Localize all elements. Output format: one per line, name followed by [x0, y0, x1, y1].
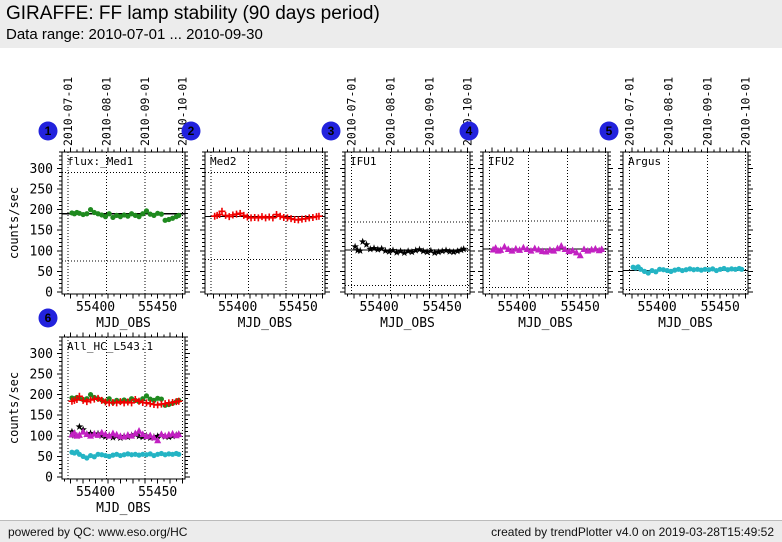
- series-argus: [630, 264, 745, 276]
- date-label: 2010-07-01: [61, 77, 75, 146]
- date-label: 2010-07-01: [622, 77, 636, 146]
- footer-created-by: created by trendPlotter v4.0 on 2019-03-…: [491, 524, 774, 539]
- x-tick-label: 55450: [138, 485, 177, 500]
- threshold-lines: [62, 172, 185, 262]
- panel-label: flux:_Med1: [67, 155, 133, 168]
- y-tick-label: 150: [30, 224, 53, 239]
- y-tick-label: 250: [30, 368, 53, 383]
- svg-text:4: 4: [466, 124, 473, 138]
- x-tick-label: 55400: [360, 300, 399, 315]
- series-argus: [69, 449, 182, 461]
- x-tick-label: 55400: [76, 485, 115, 500]
- date-label: 2010-07-01: [344, 77, 358, 146]
- x-tick-label: 55400: [76, 300, 115, 315]
- x-axis-label: MJD_OBS: [96, 501, 151, 516]
- panel-label: All_HC_L543.1: [67, 340, 153, 353]
- footer: powered by QC: www.eso.org/HC created by…: [0, 520, 782, 542]
- y-axis-label: counts/sec: [7, 372, 21, 444]
- date-label: 2010-08-01: [661, 77, 675, 146]
- x-axis-label: MJD_OBS: [380, 316, 435, 331]
- svg-text:2: 2: [188, 124, 195, 138]
- y-tick-label: 0: [45, 470, 53, 485]
- date-label: 2010-10-01: [738, 77, 752, 146]
- svg-text:5: 5: [606, 124, 613, 138]
- x-tick-label: 55450: [138, 300, 177, 315]
- plot-number-badge: 2: [181, 121, 201, 141]
- series-ifu2: [68, 427, 183, 444]
- panel-label: Argus: [628, 155, 661, 168]
- threshold-lines: [205, 172, 325, 260]
- x-tick-label: 55450: [561, 300, 600, 315]
- y-tick-label: 100: [30, 429, 53, 444]
- y-tick-label: 250: [30, 183, 53, 198]
- y-tick-label: 150: [30, 409, 53, 424]
- y-tick-label: 300: [30, 347, 53, 362]
- x-axis-label: MJD_OBS: [96, 316, 151, 331]
- x-axis-label: MJD_OBS: [518, 316, 573, 331]
- panel-label: IFU1: [350, 155, 377, 168]
- series-ifu1: [351, 237, 468, 257]
- date-label: 2010-09-01: [423, 77, 437, 146]
- x-tick-label: 55400: [638, 300, 677, 315]
- date-label: 2010-08-01: [383, 77, 397, 146]
- y-tick-label: 300: [30, 162, 53, 177]
- x-tick-label: 55400: [218, 300, 257, 315]
- footer-powered-by: powered by QC: www.eso.org/HC: [8, 524, 188, 539]
- x-tick-label: 55450: [423, 300, 462, 315]
- y-axis-label: counts/sec: [7, 187, 21, 259]
- axis-ticks: [340, 147, 475, 299]
- date-range: Data range: 2010-07-01 ... 2010-09-30: [6, 26, 263, 43]
- y-tick-label: 200: [30, 388, 53, 403]
- axis-ticks: [478, 147, 613, 299]
- series-med2: [211, 207, 323, 224]
- date-label: 2010-08-01: [100, 77, 114, 146]
- page-title: GIRAFFE: FF lamp stability (90 days peri…: [6, 3, 380, 24]
- plot-number-badge: 1: [38, 121, 58, 141]
- series-med1: [69, 207, 182, 223]
- x-tick-label: 55450: [701, 300, 740, 315]
- y-tick-label: 0: [45, 285, 53, 300]
- axis-ticks: [200, 147, 330, 299]
- axis-ticks: [57, 147, 190, 299]
- date-label: 2010-09-01: [138, 77, 152, 146]
- y-tick-label: 200: [30, 203, 53, 218]
- svg-text:6: 6: [45, 311, 52, 325]
- plot-area: flux:_Med1 55400 55450 MJD_OBS 0 50 100 150 200 2…: [0, 48, 782, 520]
- series-med2: [68, 392, 183, 409]
- plot-number-badge: 4: [459, 121, 479, 141]
- date-label: 2010-09-01: [701, 77, 715, 146]
- plot-number-badge: 6: [38, 308, 58, 328]
- svg-text:3: 3: [328, 124, 335, 138]
- x-tick-label: 55450: [279, 300, 318, 315]
- y-tick-label: 50: [37, 265, 53, 280]
- series-ifu2: [489, 242, 606, 259]
- x-tick-label: 55400: [498, 300, 537, 315]
- plot-number-badge: 5: [599, 121, 619, 141]
- plot-number-badge: 3: [321, 121, 341, 141]
- axis-ticks: [57, 332, 190, 484]
- x-axis-label: MJD_OBS: [658, 316, 713, 331]
- y-tick-label: 100: [30, 244, 53, 259]
- panel-label: IFU2: [488, 155, 515, 168]
- axis-ticks: [618, 147, 753, 299]
- y-tick-label: 50: [37, 450, 53, 465]
- panel-label: Med2: [210, 155, 237, 168]
- x-axis-label: MJD_OBS: [238, 316, 293, 331]
- svg-text:1: 1: [45, 124, 52, 138]
- header: GIRAFFE: FF lamp stability (90 days peri…: [0, 0, 782, 48]
